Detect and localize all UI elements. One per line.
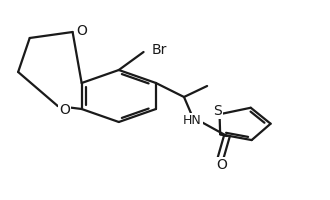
Text: O: O [76, 24, 87, 38]
Text: S: S [214, 104, 222, 118]
Text: Br: Br [152, 43, 167, 57]
Text: HN: HN [183, 114, 202, 127]
Text: O: O [216, 158, 227, 172]
Text: O: O [59, 103, 70, 117]
